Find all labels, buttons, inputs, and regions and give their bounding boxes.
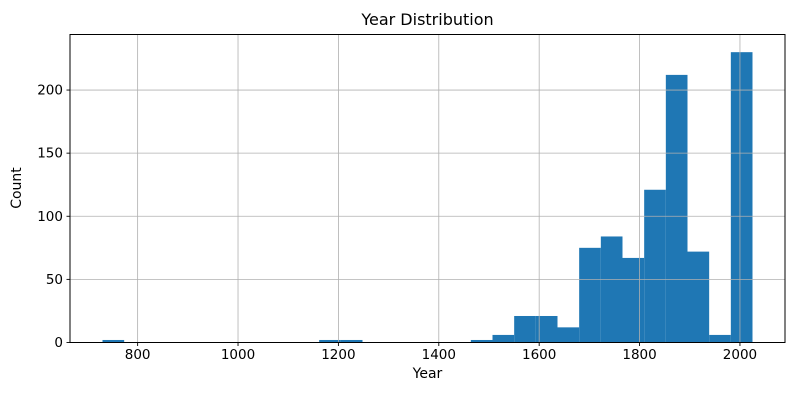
axis-group: 800 1000 1200 1400 1600 1800 2000 0 50 100 150 200 [37, 34, 786, 363]
y-axis-label: Count [9, 167, 25, 209]
histogram-bar [514, 315, 536, 343]
y-tick-label: 100 [37, 209, 63, 225]
histogram-bar [579, 247, 601, 343]
histogram-bar [535, 315, 558, 343]
histogram-bar [470, 339, 493, 343]
y-tick-label: 150 [37, 146, 63, 162]
y-tick-label: 0 [54, 335, 63, 351]
x-tick-label: 1200 [321, 347, 355, 363]
histogram-bar [709, 334, 731, 343]
histogram-bar [102, 339, 125, 343]
histogram-bar [492, 334, 515, 343]
x-tick-label: 1600 [522, 347, 556, 363]
x-axis-label: Year [412, 366, 443, 382]
histogram-bar [730, 52, 753, 343]
histogram-bar [622, 257, 645, 343]
x-tick-label: 800 [125, 347, 151, 363]
y-tick-label: 200 [37, 83, 63, 99]
x-tick-label: 1400 [422, 347, 456, 363]
x-tick-label: 1000 [221, 347, 255, 363]
chart-title: Year Distribution [361, 10, 494, 29]
histogram-bar [665, 74, 688, 343]
y-tick-label: 50 [46, 272, 63, 288]
histogram-bar [687, 251, 710, 343]
x-tick-label: 2000 [723, 347, 757, 363]
histogram-bar [557, 327, 580, 343]
histogram-bar [319, 339, 341, 343]
bars-group [102, 52, 753, 343]
histogram-bar [600, 236, 623, 343]
histogram-bar [644, 189, 666, 343]
x-tick-label: 1800 [622, 347, 656, 363]
plot-border [69, 34, 786, 343]
histogram-bar [340, 339, 363, 343]
